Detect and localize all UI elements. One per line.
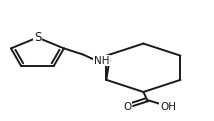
Text: S: S [34, 31, 41, 44]
Text: OH: OH [160, 102, 176, 112]
Text: NH: NH [94, 56, 109, 65]
Text: O: O [123, 102, 131, 112]
